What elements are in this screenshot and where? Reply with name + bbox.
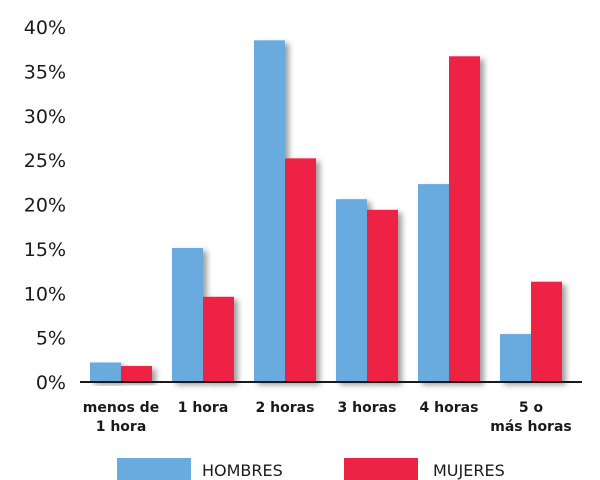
y-tick-label: 30% <box>24 106 66 128</box>
x-tick-label-line: 4 horas <box>420 400 479 416</box>
y-tick-label: 20% <box>24 195 66 217</box>
bar-mujeres-0 <box>121 366 152 382</box>
legend: HOMBRES MUJERES <box>117 458 505 480</box>
x-tick-label: 2 horas <box>256 400 315 416</box>
x-tick-label-line: 1 hora <box>96 419 147 435</box>
x-tick-label: 3 horas <box>338 400 397 416</box>
x-tick-label: 5 o más horas <box>490 400 572 435</box>
legend-swatch-hombres <box>117 458 191 480</box>
x-tick-label-line: más horas <box>490 419 572 435</box>
bar-mujeres-3 <box>367 209 398 382</box>
y-tick-label: 35% <box>24 61 66 83</box>
bar-mujeres-4 <box>449 56 480 382</box>
bar-hombres-4 <box>418 184 449 382</box>
x-tick-label: menos de 1 hora <box>83 400 159 435</box>
bar-hombres-0 <box>90 362 121 382</box>
y-tick-label: 10% <box>24 283 66 305</box>
bar-hombres-3 <box>336 199 367 382</box>
x-tick-label-line: 5 o <box>519 400 544 416</box>
bar-hombres-2 <box>254 40 285 382</box>
bar-hombres-1 <box>172 247 203 382</box>
bar-hombres-5 <box>500 334 531 382</box>
x-tick-label-line: 3 horas <box>338 400 397 416</box>
y-tick-label: 40% <box>24 17 66 39</box>
x-tick-label-line: menos de <box>83 400 159 416</box>
y-tick-label: 25% <box>24 150 66 172</box>
legend-swatch-mujeres <box>344 458 418 480</box>
x-tick-label: 1 hora <box>178 400 229 416</box>
x-tick-label-line: 1 hora <box>178 400 229 416</box>
bar-mujeres-1 <box>203 296 234 382</box>
x-axis: menos de 1 hora 1 hora 2 horas 3 horas 4 hora… <box>83 400 572 435</box>
legend-label-mujeres: MUJERES <box>433 461 505 480</box>
bars <box>90 40 562 382</box>
y-tick-label: 5% <box>36 328 66 350</box>
x-tick-label-line: 2 horas <box>256 400 315 416</box>
bar-mujeres-5 <box>531 281 562 382</box>
y-tick-label: 15% <box>24 239 66 261</box>
legend-label-hombres: HOMBRES <box>202 461 283 480</box>
y-tick-label: 0% <box>36 372 66 394</box>
x-tick-label: 4 horas <box>420 400 479 416</box>
y-axis: 0% 5% 10% 15% 20% 25% 30% 35% 40% <box>24 17 66 394</box>
bar-mujeres-2 <box>285 158 316 382</box>
